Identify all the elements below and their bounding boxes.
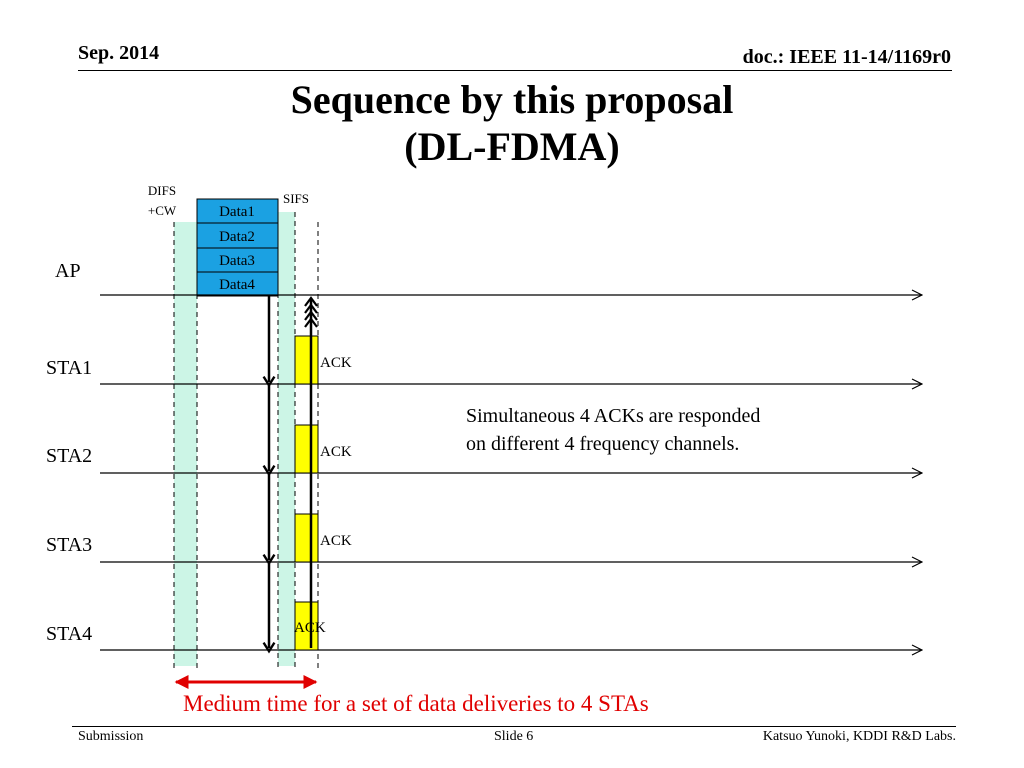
footer-author: Katsuo Yunoki, KDDI R&D Labs. — [762, 729, 956, 744]
difs-cw-band — [174, 222, 197, 666]
header-date: Sep. 2014 — [78, 42, 160, 64]
header-rule — [78, 70, 952, 71]
medium-time-label: Medium time for a set of data deliveries… — [183, 691, 649, 716]
sta1-ack-frame — [294, 335, 319, 385]
data1-frame — [196, 198, 279, 224]
sta4-ack-label: ACK — [294, 620, 326, 636]
data4-frame — [196, 271, 279, 297]
data3-label: Data3 — [219, 253, 255, 269]
station-sta1-label: STA1 — [46, 357, 92, 379]
data3-frame — [196, 247, 279, 273]
data1-label: Data1 — [219, 204, 255, 220]
title-line-2: (DL-FDMA) — [404, 124, 620, 169]
station-sta2-label: STA2 — [46, 445, 92, 467]
station-sta3-label: STA3 — [46, 534, 92, 556]
footer-submission: Submission — [78, 729, 144, 744]
ack-arrowhead-4 — [304, 317, 318, 328]
sta1-ack-label: ACK — [320, 355, 352, 371]
sifs-band — [278, 212, 295, 666]
sta2-ack-label: ACK — [320, 444, 352, 460]
sifs-label: SIFS — [283, 191, 309, 206]
note-line-2: on different 4 frequency channels. — [466, 433, 740, 455]
footer-rule — [72, 726, 956, 727]
ack-uplink-arrowheads — [304, 296, 318, 328]
title-line-1: Sequence by this proposal — [290, 77, 734, 122]
ack-arrowhead-2 — [304, 303, 318, 314]
station-sta4-label: STA4 — [46, 623, 92, 645]
difs-label: DIFS — [148, 183, 176, 198]
note-line-1: Simultaneous 4 ACKs are responded — [466, 405, 761, 427]
sta3-ack-frame — [294, 513, 319, 563]
ack-arrowhead-3 — [304, 310, 318, 321]
station-ap-label: AP — [55, 260, 81, 282]
simultaneous-ack-note: Simultaneous 4 ACKs are responded on dif… — [466, 402, 760, 458]
header-doc-id: doc.: IEEE 11-14/1169r0 — [742, 46, 951, 68]
sta2-ack-frame — [294, 424, 319, 474]
slide-title: Sequence by this proposal (DL-FDMA) — [0, 76, 1024, 170]
cw-label: +CW — [148, 203, 177, 218]
sta3-ack-label: ACK — [320, 533, 352, 549]
data2-frame — [196, 222, 279, 249]
ack-arrowhead-1 — [304, 296, 318, 307]
data4-label: Data4 — [219, 277, 255, 293]
data2-label: Data2 — [219, 229, 255, 245]
footer-slide-number: Slide 6 — [494, 729, 534, 744]
